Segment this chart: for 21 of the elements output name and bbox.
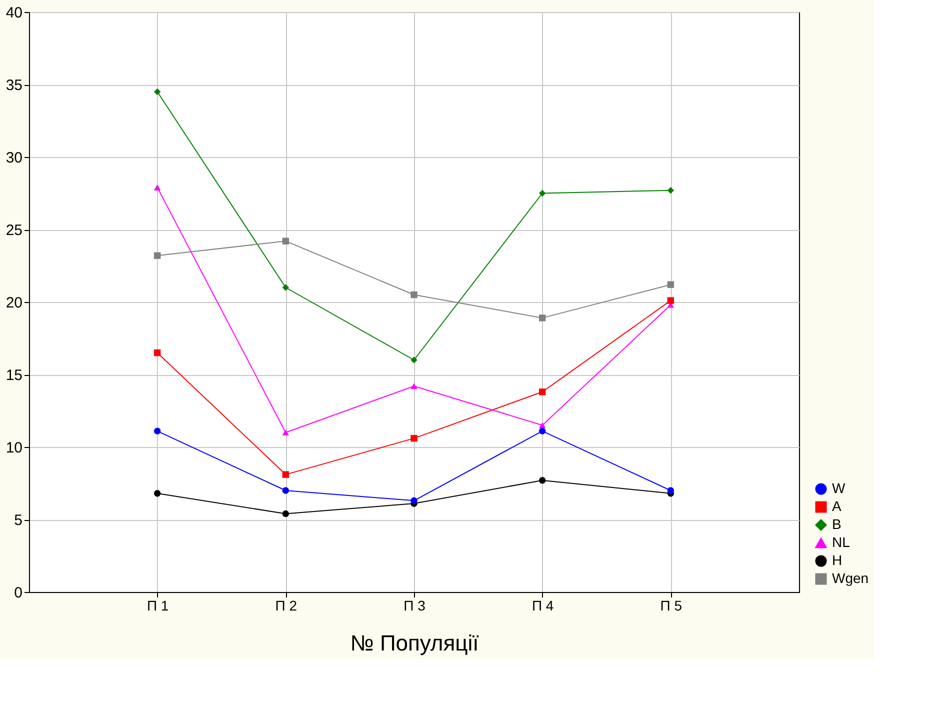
legend-label: A [832, 498, 842, 514]
x-tick-label: П 1 [146, 598, 169, 614]
y-tick-label: 5 [14, 512, 22, 529]
x-axis-title: № Популяції [350, 630, 479, 656]
y-tick-label: 35 [6, 77, 22, 94]
x-tick-label: П 2 [275, 598, 298, 614]
y-tick-label: 20 [6, 294, 22, 312]
x-tick-label: П 4 [532, 598, 554, 614]
legend-label: W [832, 480, 846, 496]
y-tick-label: 25 [6, 222, 22, 239]
legend-label: Wgen [832, 570, 869, 586]
legend-label: B [832, 516, 842, 532]
x-tick-label: П 5 [660, 598, 682, 614]
legend-label: H [832, 552, 842, 568]
y-tick-label: 40 [6, 4, 22, 22]
y-tick-label: 10 [6, 440, 22, 456]
y-tick-label: 15 [6, 367, 22, 384]
legend-label: NL [832, 534, 850, 550]
x-tick-label: П 3 [404, 598, 426, 614]
y-tick-label: 30 [6, 150, 22, 166]
y-tick-label: 0 [14, 584, 22, 602]
